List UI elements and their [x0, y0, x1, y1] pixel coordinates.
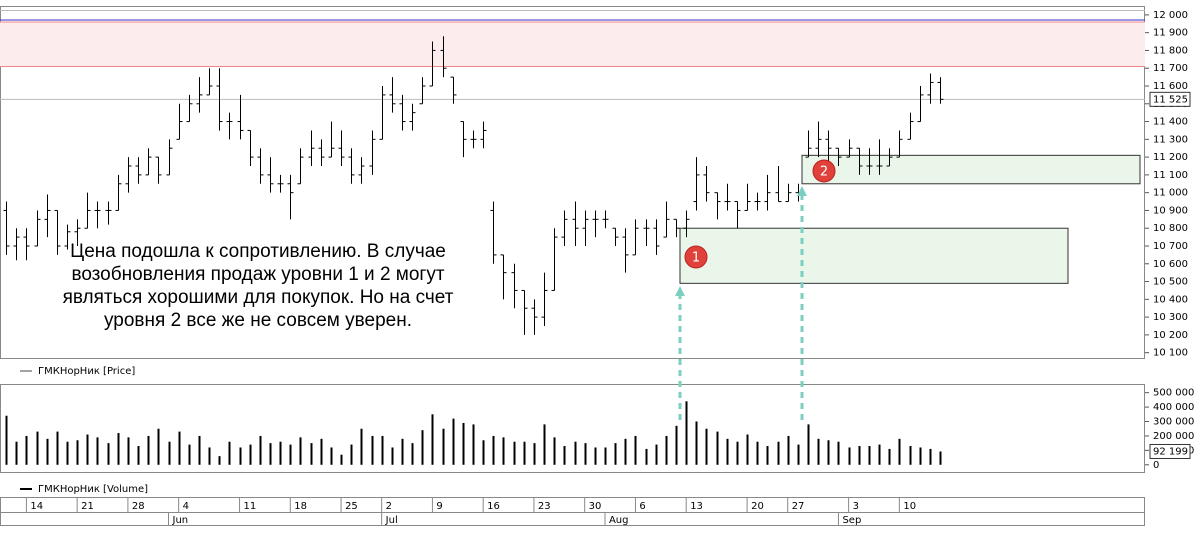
annotation-line: Цена подошла к сопротивлению. В случае: [70, 241, 446, 262]
arrow-head: [675, 286, 685, 296]
zone-marker: [684, 245, 708, 269]
x-tick-label: 27: [792, 501, 805, 512]
month-label: Sep: [842, 515, 861, 526]
last-volume-box: [1149, 443, 1191, 459]
last-price-box: [1149, 91, 1191, 107]
price-panel: [0, 6, 1145, 359]
x-tick-label: 13: [690, 501, 703, 512]
y-tick-label: 11 100: [1153, 170, 1188, 181]
support-zone: [801, 154, 1141, 185]
x-tick-label: 2: [386, 501, 392, 512]
y-tick-label: 11 700: [1153, 63, 1188, 74]
y-tick-label: 10 200: [1153, 330, 1188, 341]
y-tick-label: 0: [1153, 460, 1159, 471]
legend-price: ГМКНорНик [Price]: [38, 366, 135, 377]
annotation: Цена подошла к сопротивлению. В случае в…: [63, 241, 454, 331]
x-tick-label: 9: [436, 501, 442, 512]
x-tick-label: 11: [244, 501, 257, 512]
y-tick-label: 10 600: [1153, 259, 1188, 270]
y-tick-label: 10 900: [1153, 205, 1188, 216]
month-label: Jun: [172, 515, 189, 526]
y-tick-label: 300 000: [1153, 417, 1194, 428]
x-tick-label: 3: [853, 501, 859, 512]
y-tick-label: 11 900: [1153, 28, 1188, 39]
last-volume-label: 92 199: [1153, 446, 1188, 457]
x-tick-label: 28: [132, 501, 145, 512]
annotation-line: возобновления продаж уровни 1 и 2 могут: [71, 264, 444, 285]
y-tick-label: 11 600: [1153, 81, 1188, 92]
x-tick-label: 23: [538, 501, 551, 512]
annotation-line: уровня 2 все же не совсем уверен.: [104, 310, 412, 331]
zone-marker-label: 1: [692, 251, 700, 266]
x-tick-label: 30: [589, 501, 602, 512]
x-tick-label: 4: [183, 501, 189, 512]
y-tick-label: 10 100: [1153, 348, 1188, 359]
arrow-head: [797, 186, 807, 196]
legend-volume: ГМКНорНик [Volume]: [38, 484, 148, 495]
x-tick-label: 10: [903, 501, 916, 512]
y-tick-label: 200 000: [1153, 431, 1194, 442]
y-tick-label: 11 300: [1153, 134, 1188, 145]
zone-marker: [812, 159, 836, 183]
zone-marker-label: 2: [820, 165, 828, 180]
x-tick-label: 16: [487, 501, 500, 512]
x-tick-label: 25: [345, 501, 358, 512]
y-tick-label: 11 000: [1153, 188, 1188, 199]
y-tick-label: 11 400: [1153, 117, 1188, 128]
y-tick-label: 400 000: [1153, 402, 1194, 413]
x-axis: [0, 497, 1145, 526]
y-tick-label: 11 200: [1153, 152, 1188, 163]
x-tick-label: 21: [81, 501, 94, 512]
y-tick-label: 500 000: [1153, 388, 1194, 399]
y-tick-label: 11 800: [1153, 45, 1188, 56]
support-zone: [679, 227, 1069, 284]
y-tick-label: 10 700: [1153, 241, 1188, 252]
x-tick-label: 18: [294, 501, 307, 512]
x-tick-label: 20: [751, 501, 764, 512]
annotation-line: являться хорошими для покупок. Но на сче…: [63, 287, 454, 308]
y-tick-label: 10 800: [1153, 223, 1188, 234]
resistance-zone: [0, 22, 1145, 67]
y-tick-label: 12 000: [1153, 10, 1188, 21]
y-tick-label: 10 500: [1153, 277, 1188, 288]
x-tick-label: 14: [30, 501, 43, 512]
month-label: Aug: [609, 515, 629, 526]
last-price-label: 11 525: [1153, 94, 1188, 105]
volume-panel: [0, 384, 1145, 473]
y-tick-label: 10 300: [1153, 312, 1188, 323]
x-tick-label: 6: [639, 501, 645, 512]
month-label: Jul: [385, 515, 398, 526]
y-tick-label: 10 400: [1153, 294, 1188, 305]
